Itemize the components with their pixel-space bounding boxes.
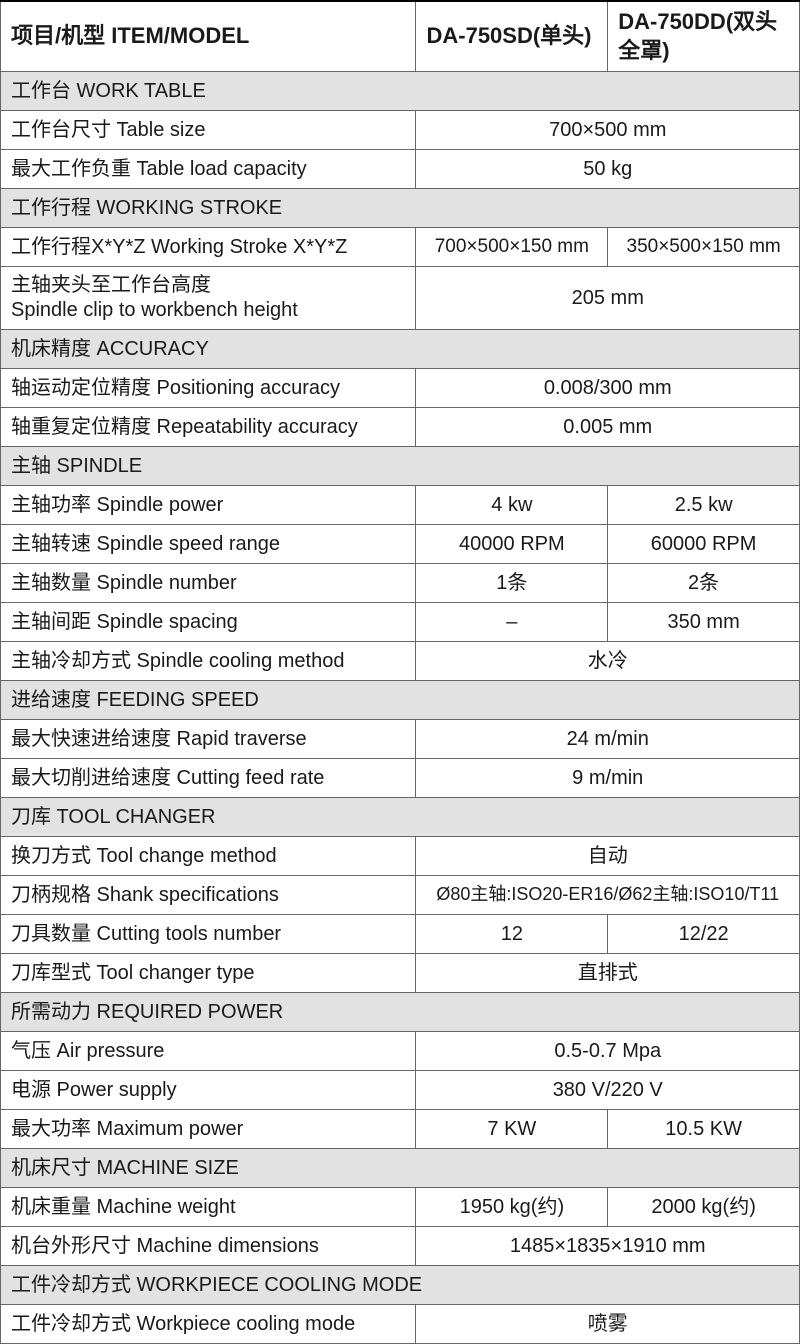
- row-shank: 刀柄规格 Shank specifications Ø80主轴:ISO20-ER…: [1, 876, 800, 915]
- row-spindle-speed: 主轴转速 Spindle speed range 40000 RPM 60000…: [1, 525, 800, 564]
- value-wp-cooling: 喷雾: [416, 1305, 800, 1344]
- value-spindle-clip: 205 mm: [416, 267, 800, 330]
- value-rapid: 24 m/min: [416, 720, 800, 759]
- label-spindle-clip: 主轴夹头至工作台高度 Spindle clip to workbench hei…: [1, 267, 416, 330]
- section-tool-changer: 刀库 TOOL CHANGER: [1, 798, 800, 837]
- header-row: 项目/机型 ITEM/MODEL DA-750SD(单头) DA-750DD(双…: [1, 1, 800, 72]
- row-wp-cooling: 工件冷却方式 Workpiece cooling mode 喷雾: [1, 1305, 800, 1344]
- label-tools-num: 刀具数量 Cutting tools number: [1, 915, 416, 954]
- value-dimensions: 1485×1835×1910 mm: [416, 1227, 800, 1266]
- value-spindle-power-2: 2.5 kw: [608, 486, 800, 525]
- label-shank: 刀柄规格 Shank specifications: [1, 876, 416, 915]
- value-max-power-2: 10.5 KW: [608, 1110, 800, 1149]
- header-item: 项目/机型 ITEM/MODEL: [1, 1, 416, 72]
- label-rapid: 最大快速进给速度 Rapid traverse: [1, 720, 416, 759]
- value-spindle-power-1: 4 kw: [416, 486, 608, 525]
- label-weight: 机床重量 Machine weight: [1, 1188, 416, 1227]
- row-power-supply: 电源 Power supply 380 V/220 V: [1, 1071, 800, 1110]
- value-spindle-speed-1: 40000 RPM: [416, 525, 608, 564]
- row-rapid: 最大快速进给速度 Rapid traverse 24 m/min: [1, 720, 800, 759]
- label-max-power: 最大功率 Maximum power: [1, 1110, 416, 1149]
- value-spindle-speed-2: 60000 RPM: [608, 525, 800, 564]
- value-tool-change: 自动: [416, 837, 800, 876]
- value-tools-num-2: 12/22: [608, 915, 800, 954]
- label-spindle-power: 主轴功率 Spindle power: [1, 486, 416, 525]
- section-cooling: 工件冷却方式 WORKPIECE COOLING MODE: [1, 1266, 800, 1305]
- section-feeding: 进给速度 FEEDING SPEED: [1, 681, 800, 720]
- section-spindle: 主轴 SPINDLE: [1, 447, 800, 486]
- spec-table: 项目/机型 ITEM/MODEL DA-750SD(单头) DA-750DD(双…: [0, 0, 800, 1344]
- section-accuracy: 机床精度 ACCURACY: [1, 330, 800, 369]
- row-max-power: 最大功率 Maximum power 7 KW 10.5 KW: [1, 1110, 800, 1149]
- value-table-load: 50 kg: [416, 150, 800, 189]
- value-spindle-spacing-2: 350 mm: [608, 603, 800, 642]
- value-changer-type: 直排式: [416, 954, 800, 993]
- value-spindle-number-1: 1条: [416, 564, 608, 603]
- row-repeatability: 轴重复定位精度 Repeatability accuracy 0.005 mm: [1, 408, 800, 447]
- label-tool-change: 换刀方式 Tool change method: [1, 837, 416, 876]
- value-power-supply: 380 V/220 V: [416, 1071, 800, 1110]
- value-weight-2: 2000 kg(约): [608, 1188, 800, 1227]
- label-table-load: 最大工作负重 Table load capacity: [1, 150, 416, 189]
- label-spindle-cooling: 主轴冷却方式 Spindle cooling method: [1, 642, 416, 681]
- row-table-size: 工作台尺寸 Table size 700×500 mm: [1, 111, 800, 150]
- row-dimensions: 机台外形尺寸 Machine dimensions 1485×1835×1910…: [1, 1227, 800, 1266]
- row-table-load: 最大工作负重 Table load capacity 50 kg: [1, 150, 800, 189]
- label-stroke-xyz: 工作行程X*Y*Z Working Stroke X*Y*Z: [1, 228, 416, 267]
- label-positioning: 轴运动定位精度 Positioning accuracy: [1, 369, 416, 408]
- row-changer-type: 刀库型式 Tool changer type 直排式: [1, 954, 800, 993]
- label-spindle-spacing: 主轴间距 Spindle spacing: [1, 603, 416, 642]
- label-power-supply: 电源 Power supply: [1, 1071, 416, 1110]
- value-stroke-xyz-1: 700×500×150 mm: [416, 228, 608, 267]
- section-power: 所需动力 REQUIRED POWER: [1, 993, 800, 1032]
- row-positioning: 轴运动定位精度 Positioning accuracy 0.008/300 m…: [1, 369, 800, 408]
- value-cutting-feed: 9 m/min: [416, 759, 800, 798]
- row-spindle-power: 主轴功率 Spindle power 4 kw 2.5 kw: [1, 486, 800, 525]
- section-working-stroke: 工作行程 WORKING STROKE: [1, 189, 800, 228]
- row-spindle-cooling: 主轴冷却方式 Spindle cooling method 水冷: [1, 642, 800, 681]
- value-max-power-1: 7 KW: [416, 1110, 608, 1149]
- value-repeatability: 0.005 mm: [416, 408, 800, 447]
- label-cutting-feed: 最大切削进给速度 Cutting feed rate: [1, 759, 416, 798]
- value-table-size: 700×500 mm: [416, 111, 800, 150]
- row-cutting-feed: 最大切削进给速度 Cutting feed rate 9 m/min: [1, 759, 800, 798]
- value-tools-num-1: 12: [416, 915, 608, 954]
- row-air: 气压 Air pressure 0.5-0.7 Mpa: [1, 1032, 800, 1071]
- value-spindle-cooling: 水冷: [416, 642, 800, 681]
- row-spindle-clip: 主轴夹头至工作台高度 Spindle clip to workbench hei…: [1, 267, 800, 330]
- value-spindle-number-2: 2条: [608, 564, 800, 603]
- value-air: 0.5-0.7 Mpa: [416, 1032, 800, 1071]
- label-wp-cooling: 工件冷却方式 Workpiece cooling mode: [1, 1305, 416, 1344]
- label-repeatability: 轴重复定位精度 Repeatability accuracy: [1, 408, 416, 447]
- row-tool-change: 换刀方式 Tool change method 自动: [1, 837, 800, 876]
- label-spindle-clip-en: Spindle clip to workbench height: [11, 299, 298, 321]
- value-shank: Ø80主轴:ISO20-ER16/Ø62主轴:ISO10/T11: [416, 876, 800, 915]
- header-model1: DA-750SD(单头): [416, 1, 608, 72]
- label-dimensions: 机台外形尺寸 Machine dimensions: [1, 1227, 416, 1266]
- row-tools-num: 刀具数量 Cutting tools number 12 12/22: [1, 915, 800, 954]
- section-machine-size: 机床尺寸 MACHINE SIZE: [1, 1149, 800, 1188]
- label-spindle-clip-cn: 主轴夹头至工作台高度: [11, 274, 211, 296]
- row-spindle-number: 主轴数量 Spindle number 1条 2条: [1, 564, 800, 603]
- label-table-size: 工作台尺寸 Table size: [1, 111, 416, 150]
- row-spindle-spacing: 主轴间距 Spindle spacing – 350 mm: [1, 603, 800, 642]
- value-stroke-xyz-2: 350×500×150 mm: [608, 228, 800, 267]
- value-weight-1: 1950 kg(约): [416, 1188, 608, 1227]
- header-model2: DA-750DD(双头全罩): [608, 1, 800, 72]
- row-stroke-xyz: 工作行程X*Y*Z Working Stroke X*Y*Z 700×500×1…: [1, 228, 800, 267]
- label-spindle-speed: 主轴转速 Spindle speed range: [1, 525, 416, 564]
- label-air: 气压 Air pressure: [1, 1032, 416, 1071]
- label-changer-type: 刀库型式 Tool changer type: [1, 954, 416, 993]
- value-spindle-spacing-1: –: [416, 603, 608, 642]
- section-work-table: 工作台 WORK TABLE: [1, 72, 800, 111]
- row-weight: 机床重量 Machine weight 1950 kg(约) 2000 kg(约…: [1, 1188, 800, 1227]
- value-positioning: 0.008/300 mm: [416, 369, 800, 408]
- label-spindle-number: 主轴数量 Spindle number: [1, 564, 416, 603]
